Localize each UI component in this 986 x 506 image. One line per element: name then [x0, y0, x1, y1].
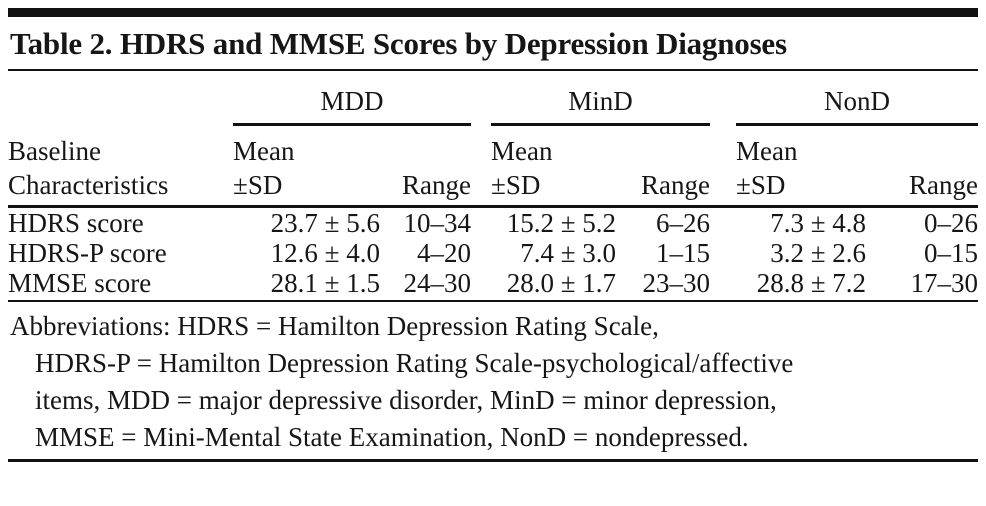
row-label: HDRS score	[8, 208, 144, 239]
mean-sd-cell: 28.8 ± 7.2	[736, 268, 867, 303]
column-gap	[471, 268, 492, 303]
column-gap	[471, 238, 491, 268]
mean-sd-header-nond: Mean ±SD	[736, 124, 867, 209]
column-gap	[710, 86, 736, 125]
range-cell: 6–26	[656, 208, 711, 239]
mean-sd-cell: 12.6 ± 4.0	[270, 238, 380, 269]
group-header-nond: NonD	[736, 86, 979, 127]
group-header-row: MDD MinD NonD	[8, 86, 979, 127]
footnote-line: HDRS-P = Hamilton Depression Rating Scal…	[35, 348, 794, 379]
mean-label: Mean	[491, 136, 553, 167]
range-cell: 10–34	[403, 208, 472, 239]
column-gap	[710, 238, 736, 268]
table-title: Table 2. HDRS and MMSE Scores by Depress…	[10, 26, 787, 61]
title-divider-rule	[8, 69, 978, 72]
row-label: MMSE score	[8, 268, 233, 303]
scores-table: MDD MinD NonD Baseline Characteristics M…	[8, 86, 979, 303]
range-cell: 23–30	[616, 268, 711, 303]
column-gap	[471, 124, 492, 209]
mean-sd-cell: 7.3 ± 4.8	[770, 208, 867, 239]
column-gap	[471, 86, 491, 125]
stub-header-line2: Characteristics	[8, 170, 169, 201]
footnote-line: Abbreviations: HDRS = Hamilton Depressio…	[10, 311, 659, 342]
table-row-mmse: MMSE score 28.1 ± 1.5 24–30 28.0 ± 1.7 2…	[8, 268, 979, 303]
range-header-nond: Range	[866, 124, 979, 209]
range-cell: 0–26	[924, 208, 979, 239]
range-cell: 24–30	[380, 268, 472, 303]
range-cell: 4–20	[417, 238, 472, 269]
stub-header-line1: Baseline	[8, 136, 101, 167]
group-label: MDD	[320, 86, 384, 117]
column-gap	[471, 207, 491, 239]
mean-sd-cell: 28.1 ± 1.5	[233, 268, 380, 303]
stub-header: Baseline Characteristics	[8, 124, 233, 209]
mean-sd-cell: 23.7 ± 5.6	[270, 208, 380, 239]
group-label: MinD	[568, 86, 633, 117]
range-cell: 1–15	[656, 238, 711, 269]
stub-spacer	[8, 86, 233, 125]
sd-label: ±SD	[491, 170, 541, 201]
column-gap	[710, 124, 737, 209]
range-cell: 17–30	[866, 268, 979, 303]
sd-label: ±SD	[233, 170, 283, 201]
mean-sd-cell: 7.4 ± 3.0	[520, 238, 617, 269]
top-rule-bar	[8, 8, 978, 17]
abbreviations-footnote: Abbreviations: HDRS = Hamilton Depressio…	[8, 308, 978, 456]
column-gap	[710, 268, 737, 303]
group-header-mdd: MDD	[233, 86, 472, 127]
bottom-divider-rule	[8, 459, 978, 463]
mean-sd-header-mind: Mean ±SD	[491, 124, 617, 209]
mean-label: Mean	[233, 136, 295, 167]
table-row-hdrs-p: HDRS-P score 12.6 ± 4.0 4–20 7.4 ± 3.0 1…	[8, 238, 978, 268]
column-gap	[710, 207, 736, 239]
sd-label: ±SD	[736, 170, 786, 201]
footnote-line: MMSE = Mini-Mental State Examination, No…	[35, 422, 749, 453]
group-header-mind: MinD	[491, 86, 711, 127]
group-label: NonD	[824, 86, 891, 117]
range-header-mdd: Range	[380, 124, 472, 209]
range-cell: 0–15	[924, 238, 979, 269]
table-row-hdrs: HDRS score 23.7 ± 5.6 10–34 15.2 ± 5.2 6…	[8, 207, 978, 239]
mean-label: Mean	[736, 136, 798, 167]
mean-sd-cell: 28.0 ± 1.7	[491, 268, 617, 303]
mean-sd-cell: 3.2 ± 2.6	[770, 238, 867, 269]
range-header-mind: Range	[616, 124, 711, 209]
row-label: HDRS-P score	[8, 238, 167, 269]
mean-sd-header-mdd: Mean ±SD	[233, 124, 380, 209]
mean-sd-cell: 15.2 ± 5.2	[506, 208, 617, 239]
subheader-row: Baseline Characteristics Mean ±SD Range …	[8, 124, 979, 209]
footnote-line: items, MDD = major depressive disorder, …	[35, 385, 777, 416]
